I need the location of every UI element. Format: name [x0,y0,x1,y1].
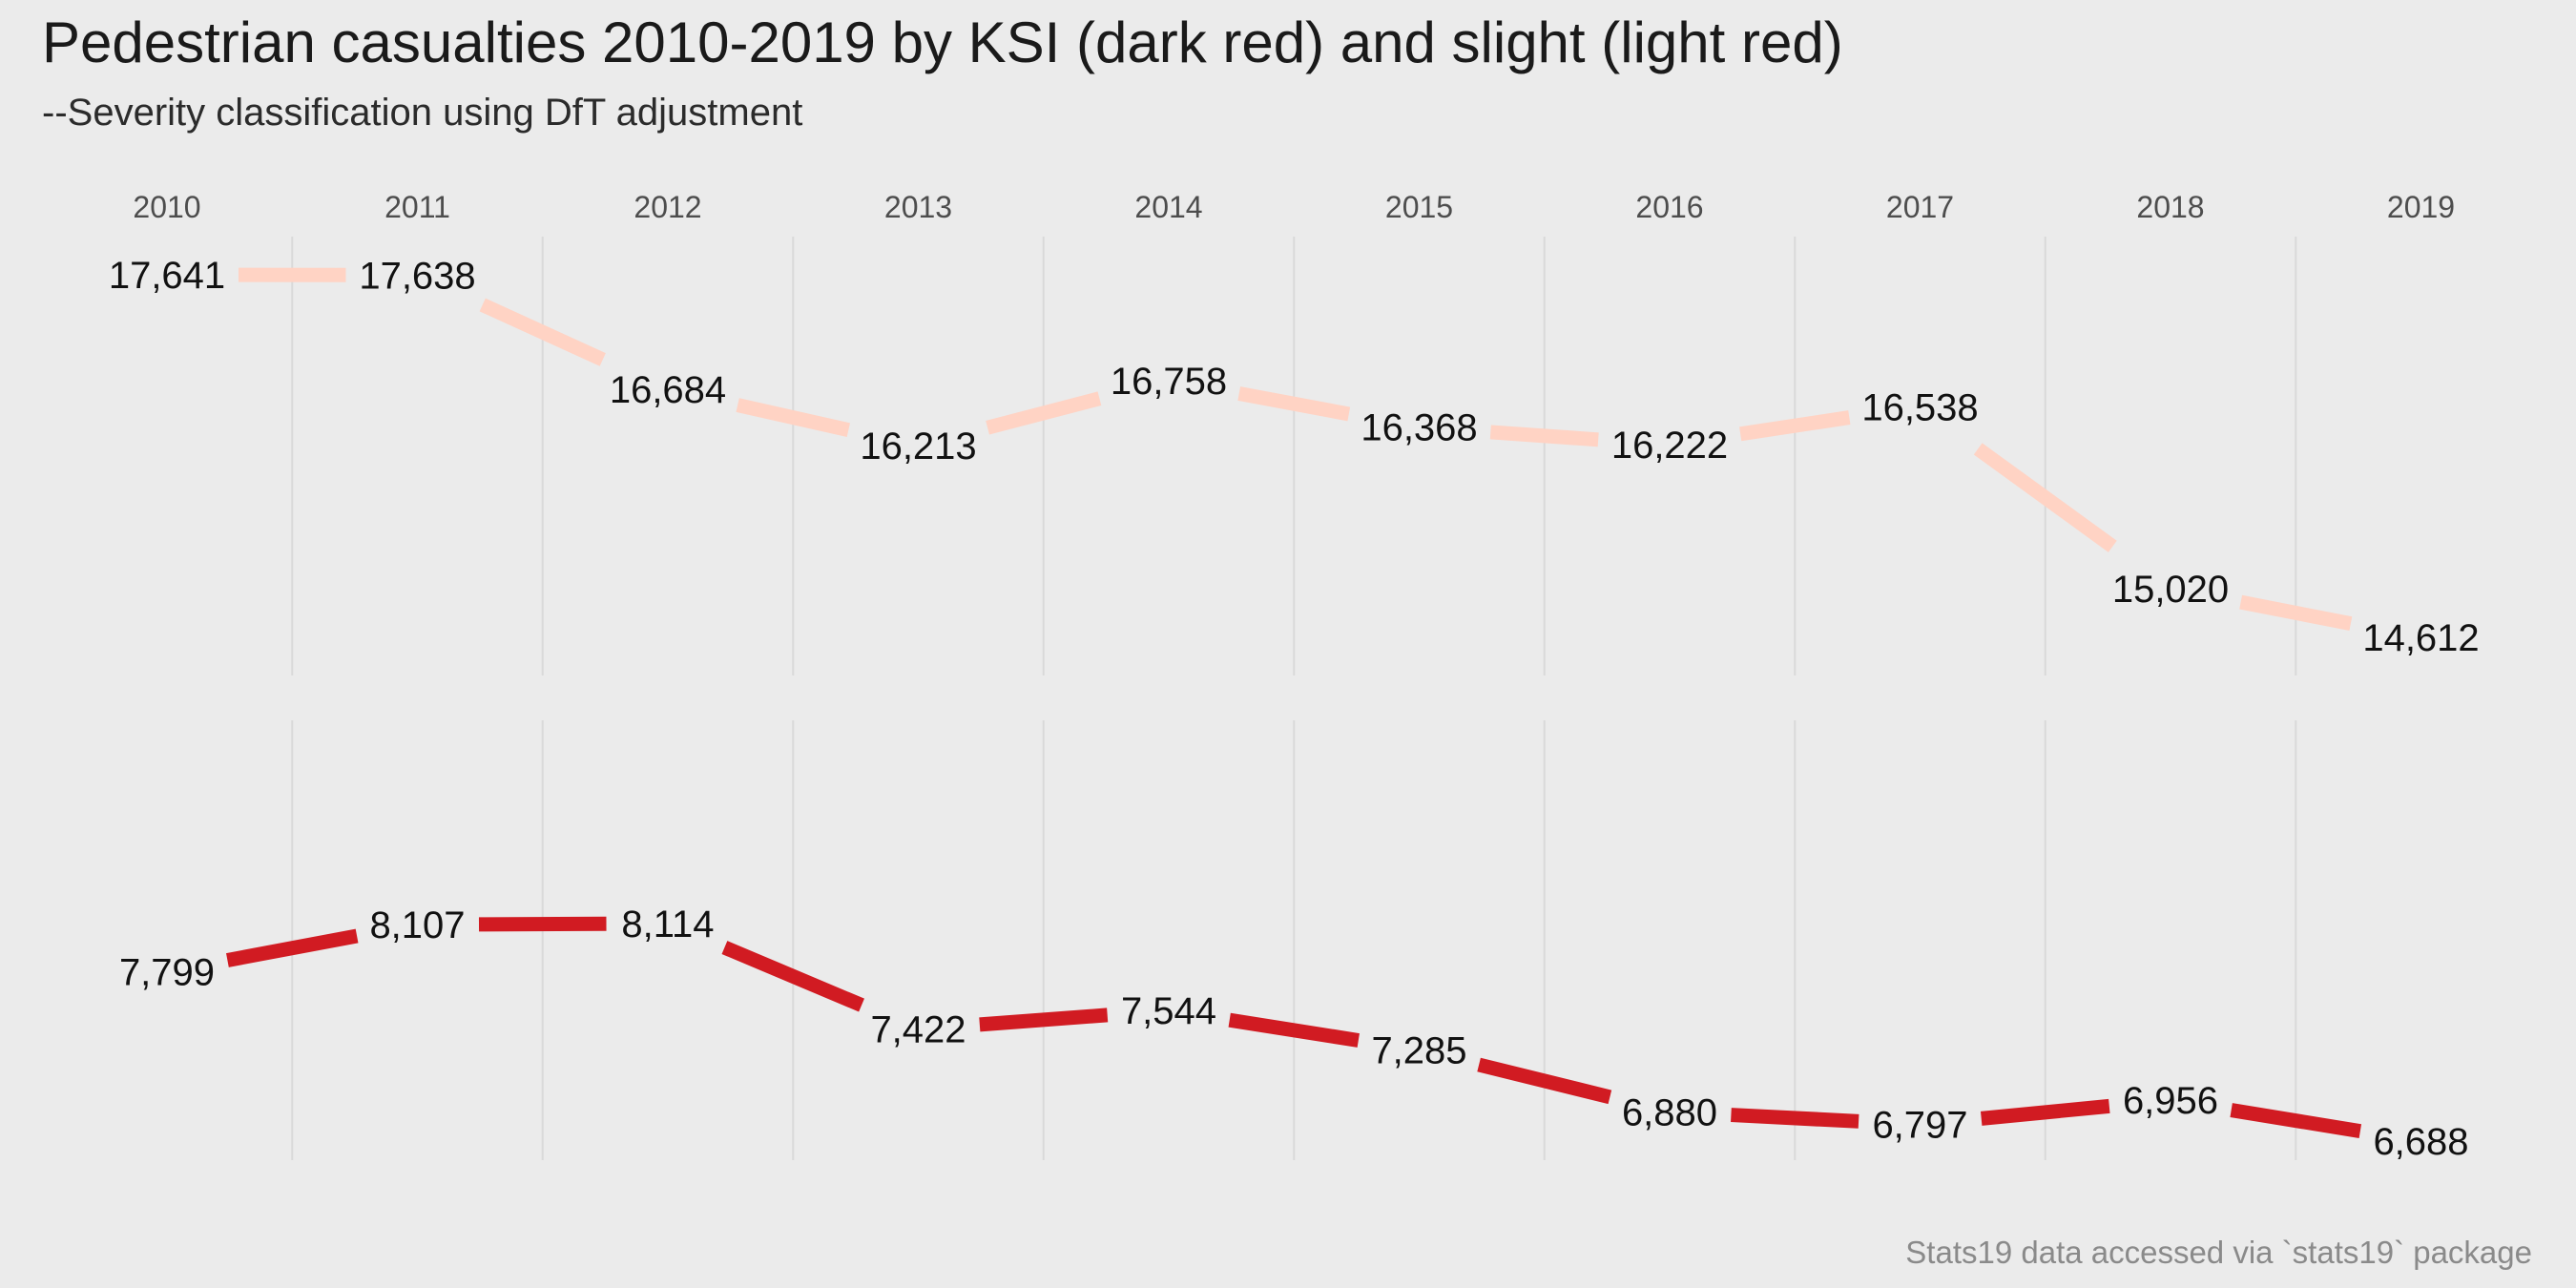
data-label: 8,107 [369,904,465,946]
x-tick-label: 2018 [2136,190,2204,224]
data-label: 17,638 [359,255,475,297]
data-label: 14,612 [2362,617,2479,659]
x-tick-label: 2013 [884,190,952,224]
data-label: 8,114 [621,904,714,945]
data-label: 16,222 [1611,425,1728,467]
data-label: 17,641 [109,255,225,297]
data-label: 15,020 [2112,569,2229,611]
series-line-segment [736,398,850,437]
series-line-segment [2239,594,2353,632]
series-line-segment [1731,1108,1859,1129]
data-label: 6,956 [2123,1080,2218,1122]
series-line-segment [979,1008,1109,1032]
x-tick-label: 2011 [384,190,450,224]
x-tick-label: 2012 [634,190,701,224]
data-label: 6,797 [1872,1105,1967,1147]
data-label: 16,684 [610,369,726,411]
data-label: 7,799 [119,951,215,993]
series-line-segment [1739,410,1851,442]
x-tick-label: 2015 [1385,190,1453,224]
series-line-segment [986,391,1102,435]
x-tick-label: 2010 [133,190,200,224]
series-line-segment [479,298,606,366]
x-tick-label: 2017 [1886,190,1954,224]
data-label: 16,368 [1361,407,1477,449]
chart-caption: Stats19 data accessed via `stats19` pack… [1905,1235,2532,1270]
series-line-segment [1980,1098,2110,1126]
data-label: 7,544 [1121,990,1216,1032]
data-label: 6,688 [2373,1121,2468,1163]
data-label: 7,422 [870,1009,966,1051]
data-label: 16,758 [1111,361,1227,403]
x-tick-label: 2016 [1635,190,1703,224]
series-line-segment [1237,386,1351,422]
data-label: 16,538 [1861,386,1978,428]
x-tick-label: 2019 [2387,190,2455,224]
series-line-segment [1477,1057,1612,1105]
data-label: 7,285 [1371,1030,1466,1072]
series-line-segment [721,941,864,1012]
chart-subtitle: --Severity classification using DfT adju… [42,92,803,134]
series-line-segment [226,928,359,967]
series-line-segment [1973,443,2117,552]
series-line-segment [1228,1012,1360,1048]
data-label: 6,880 [1622,1091,1717,1133]
chart-title: Pedestrian casualties 2010-2019 by KSI (… [42,10,1843,74]
series-line-segment [2230,1103,2362,1139]
data-label: 16,213 [860,426,976,467]
series-line-segment [1489,425,1599,447]
x-tick-label: 2014 [1134,190,1202,224]
